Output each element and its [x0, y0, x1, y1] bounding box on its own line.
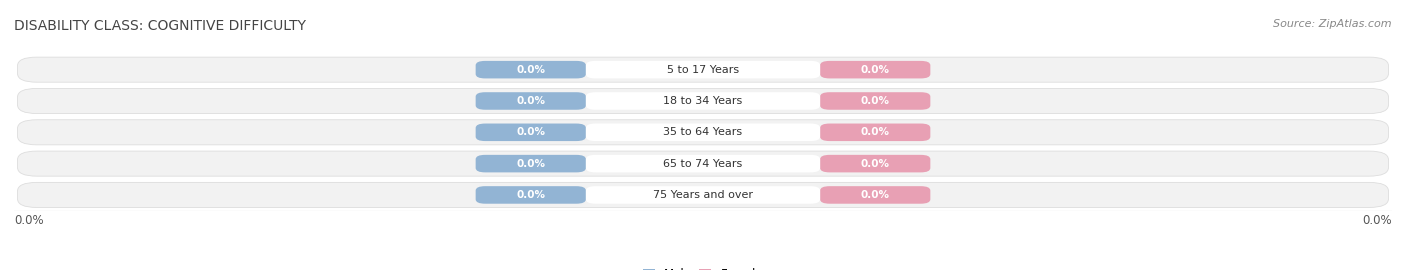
FancyBboxPatch shape — [586, 155, 820, 172]
FancyBboxPatch shape — [820, 61, 931, 78]
Text: 0.0%: 0.0% — [516, 190, 546, 200]
Text: 75 Years and over: 75 Years and over — [652, 190, 754, 200]
Text: 0.0%: 0.0% — [860, 96, 890, 106]
Text: 0.0%: 0.0% — [516, 158, 546, 169]
Text: 0.0%: 0.0% — [516, 127, 546, 137]
FancyBboxPatch shape — [475, 186, 586, 204]
FancyBboxPatch shape — [820, 186, 931, 204]
FancyBboxPatch shape — [586, 92, 820, 110]
Text: 35 to 64 Years: 35 to 64 Years — [664, 127, 742, 137]
Text: 0.0%: 0.0% — [860, 65, 890, 75]
Text: 5 to 17 Years: 5 to 17 Years — [666, 65, 740, 75]
FancyBboxPatch shape — [820, 155, 931, 172]
Text: DISABILITY CLASS: COGNITIVE DIFFICULTY: DISABILITY CLASS: COGNITIVE DIFFICULTY — [14, 19, 307, 33]
FancyBboxPatch shape — [17, 120, 1389, 145]
FancyBboxPatch shape — [475, 92, 586, 110]
FancyBboxPatch shape — [586, 61, 820, 78]
Text: 0.0%: 0.0% — [1362, 214, 1392, 227]
Text: 0.0%: 0.0% — [516, 96, 546, 106]
FancyBboxPatch shape — [17, 89, 1389, 113]
FancyBboxPatch shape — [17, 57, 1389, 82]
Text: 0.0%: 0.0% — [860, 127, 890, 137]
FancyBboxPatch shape — [586, 124, 820, 141]
FancyBboxPatch shape — [17, 183, 1389, 207]
FancyBboxPatch shape — [475, 61, 586, 78]
FancyBboxPatch shape — [820, 92, 931, 110]
Legend: Male, Female: Male, Female — [638, 264, 768, 270]
Text: 0.0%: 0.0% — [516, 65, 546, 75]
FancyBboxPatch shape — [820, 124, 931, 141]
Text: 0.0%: 0.0% — [860, 158, 890, 169]
Text: 0.0%: 0.0% — [14, 214, 44, 227]
FancyBboxPatch shape — [17, 151, 1389, 176]
FancyBboxPatch shape — [475, 155, 586, 172]
FancyBboxPatch shape — [586, 186, 820, 204]
Text: 0.0%: 0.0% — [860, 190, 890, 200]
Text: Source: ZipAtlas.com: Source: ZipAtlas.com — [1274, 19, 1392, 29]
Text: 65 to 74 Years: 65 to 74 Years — [664, 158, 742, 169]
Text: 18 to 34 Years: 18 to 34 Years — [664, 96, 742, 106]
FancyBboxPatch shape — [475, 124, 586, 141]
